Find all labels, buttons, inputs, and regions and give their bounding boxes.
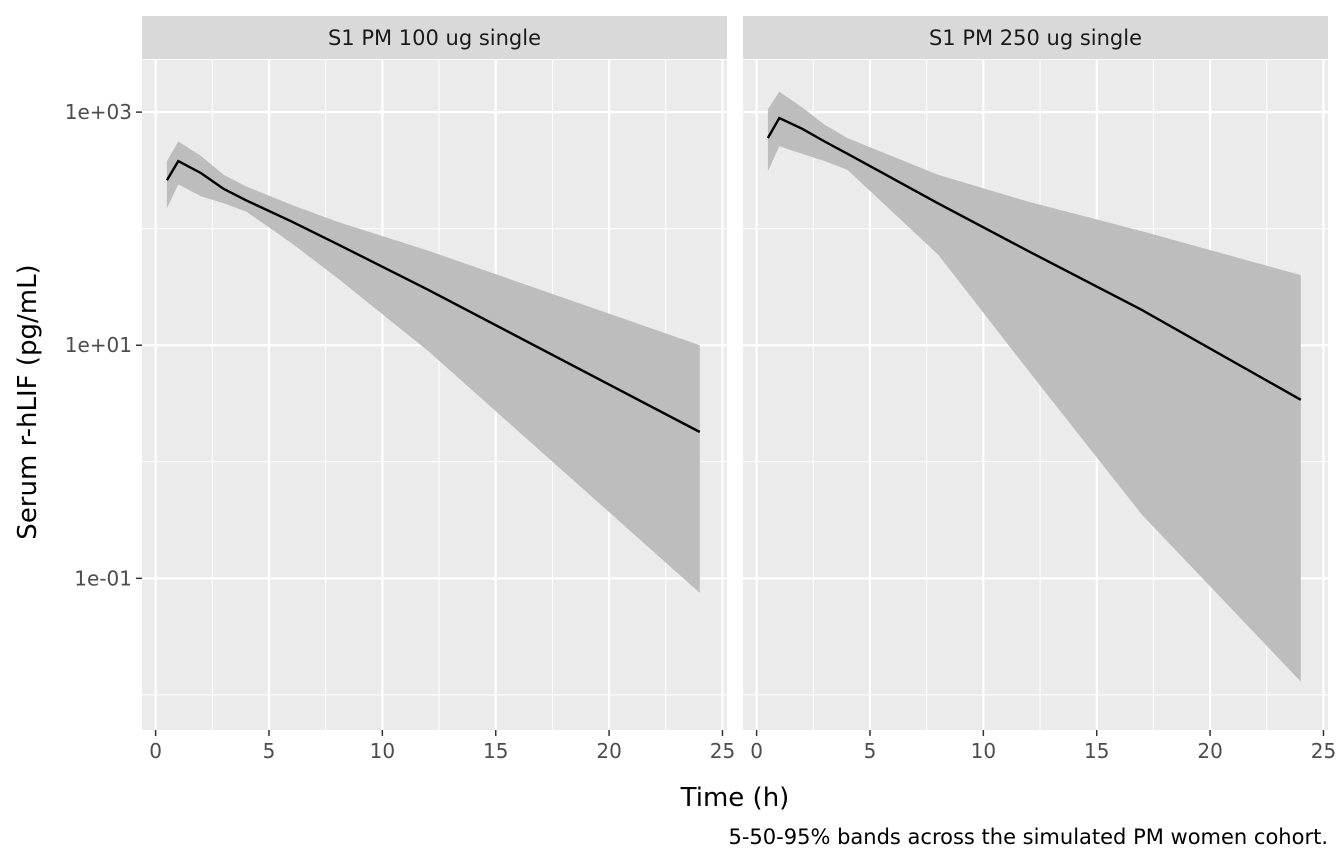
facet-panel-1: S1 PM 100 ug single 0 5 10 15 20 25 1e-01 1e+01 1… [65,16,735,763]
x-tick-label: 5 [864,739,877,763]
facet-panels: S1 PM 100 ug single 0 5 10 15 20 25 1e-01 1e+01 1… [65,16,1336,763]
y-axis-title: Serum r-hLIF (pg/mL) [13,264,43,539]
x-tick-label: 15 [483,739,508,763]
x-axis-title: Time (h) [680,783,790,813]
y-tick-label: 1e+01 [65,333,132,357]
median-line [165,159,701,434]
x-tick-label: 25 [710,739,735,763]
x-tick-label: 10 [370,739,395,763]
x-tick-label: 0 [149,739,162,763]
x-tick-label: 20 [1197,739,1222,763]
facet-panel-2: S1 PM 250 ug single 0 5 10 15 20 25 [743,16,1336,763]
median-line [766,116,1302,401]
y-tick-label: 1e+03 [65,100,132,124]
x-tick-label: 0 [750,739,763,763]
facet-strip [142,16,727,59]
x-tick-label: 5 [263,739,276,763]
x-tick-label: 20 [596,739,621,763]
x-tick-label: 25 [1311,739,1336,763]
x-tick-label: 15 [1084,739,1109,763]
facet-title: S1 PM 100 ug single [328,26,541,50]
percentile-band [767,91,1301,682]
facet-title: S1 PM 250 ug single [929,26,1142,50]
chart-caption: 5-50-95% bands across the simulated PM w… [728,825,1328,849]
facet-strip [743,16,1328,59]
y-tick-label: 1e-01 [74,566,132,590]
x-tick-label: 10 [971,739,996,763]
